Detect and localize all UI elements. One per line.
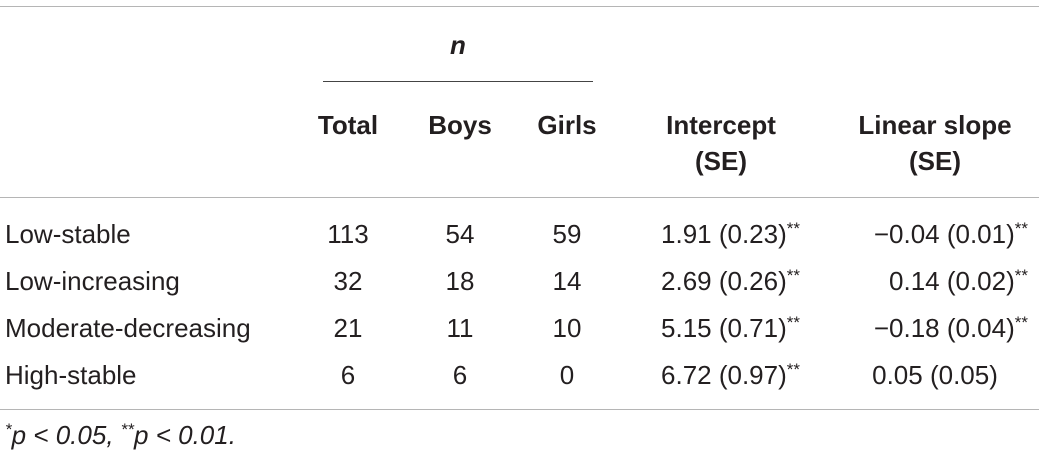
col-header-slope: Linear slope (858, 110, 1012, 140)
col-header-girls: Girls (537, 110, 597, 140)
cell-intercept: 2.69 (0.26)** (661, 266, 800, 296)
cell-girls: 59 (552, 219, 582, 249)
cell-girls: 14 (552, 266, 582, 296)
cell-girls: 10 (552, 313, 582, 343)
cell-boys: 11 (446, 313, 474, 343)
cell-girls: 0 (559, 360, 575, 390)
cell-total: 6 (340, 360, 356, 390)
cell-intercept: 1.91 (0.23)** (661, 219, 800, 249)
cell-total: 32 (333, 266, 363, 296)
col-header-slope-se: (SE) (909, 146, 961, 176)
col-header-intercept-se: (SE) (695, 146, 747, 176)
cell-slope: 0.05 (0.05) (872, 360, 998, 390)
cell-total: 21 (333, 313, 363, 343)
cell-boys: 18 (445, 266, 475, 296)
n-group-rule (323, 81, 593, 82)
table-footnote: *p < 0.05, **p < 0.01. (5, 420, 236, 450)
col-header-total: Total (317, 110, 379, 140)
row-label: High-stable (5, 360, 137, 390)
cell-boys: 6 (452, 360, 468, 390)
n-group-header: n (450, 30, 466, 60)
top-rule (0, 6, 1039, 7)
cell-intercept: 6.72 (0.97)** (661, 360, 800, 390)
cell-slope: 0.14 (0.02)** (889, 266, 1028, 296)
cell-intercept: 5.15 (0.71)** (661, 313, 800, 343)
row-label: Moderate-decreasing (5, 313, 251, 343)
cell-boys: 54 (445, 219, 475, 249)
row-label: Low-increasing (5, 266, 180, 296)
cell-slope: −0.18 (0.04)** (873, 313, 1028, 343)
col-header-intercept: Intercept (666, 110, 776, 140)
cell-total: 113 (327, 219, 369, 249)
header-rule (0, 197, 1039, 198)
col-header-boys: Boys (428, 110, 492, 140)
row-label: Low-stable (5, 219, 131, 249)
bottom-rule (0, 409, 1039, 410)
cell-slope: −0.04 (0.01)** (873, 219, 1028, 249)
